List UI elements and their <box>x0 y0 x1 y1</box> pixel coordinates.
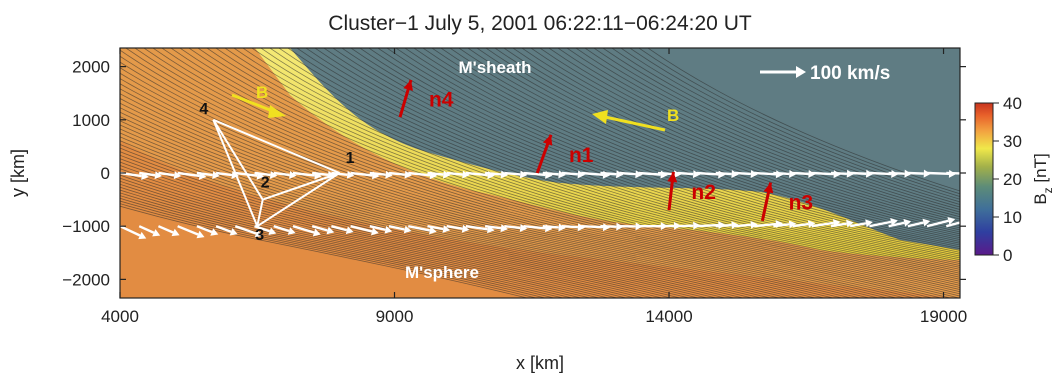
normal-label: n2 <box>691 181 716 204</box>
velocity-scale-label: 100 km/s <box>810 63 890 84</box>
colorbar-ticks: 40 30 20 10 0 <box>993 94 1022 265</box>
spacecraft-label-3: 3 <box>255 227 264 244</box>
normal-label: n3 <box>789 192 814 215</box>
spacecraft-label-4: 4 <box>199 101 208 118</box>
msphere-label: M'sphere <box>405 263 479 282</box>
y-tick-label: −1000 <box>62 217 110 236</box>
spacecraft-label-1: 1 <box>346 150 355 167</box>
colorbar <box>975 103 993 255</box>
x-tick-label: 4000 <box>101 307 139 326</box>
colorbar-tick-label: 10 <box>1003 208 1022 227</box>
y-tick-label: 1000 <box>72 111 110 130</box>
chart-title: Cluster−1 July 5, 2001 06:22:11−06:24:20… <box>328 12 752 35</box>
x-tick-label: 19000 <box>920 307 967 326</box>
x-tick-label: 9000 <box>376 307 414 326</box>
msheath-label: M'sheath <box>459 58 532 77</box>
normal-label: n4 <box>429 89 454 112</box>
b-label-right: B <box>667 106 679 125</box>
y-tick-label: 2000 <box>72 58 110 77</box>
svg-text:Bz [nT]: Bz [nT] <box>1031 153 1055 204</box>
x-axis-label: x [km] <box>516 353 564 373</box>
b-label-left: B <box>256 83 268 102</box>
colorbar-tick-label: 20 <box>1003 170 1022 189</box>
x-tick-label: 14000 <box>645 307 692 326</box>
y-axis-label: y [km] <box>8 149 28 197</box>
colorbar-tick-label: 30 <box>1003 132 1022 151</box>
colorbar-tick-label: 40 <box>1003 94 1022 113</box>
normal-label: n1 <box>569 144 594 167</box>
spacecraft-label-2: 2 <box>261 175 270 192</box>
colorbar-label: Bz [nT] <box>1031 153 1055 204</box>
y-tick-label: 0 <box>101 164 110 183</box>
colorbar-tick-label: 0 <box>1003 246 1012 265</box>
y-tick-label: −2000 <box>62 270 110 289</box>
